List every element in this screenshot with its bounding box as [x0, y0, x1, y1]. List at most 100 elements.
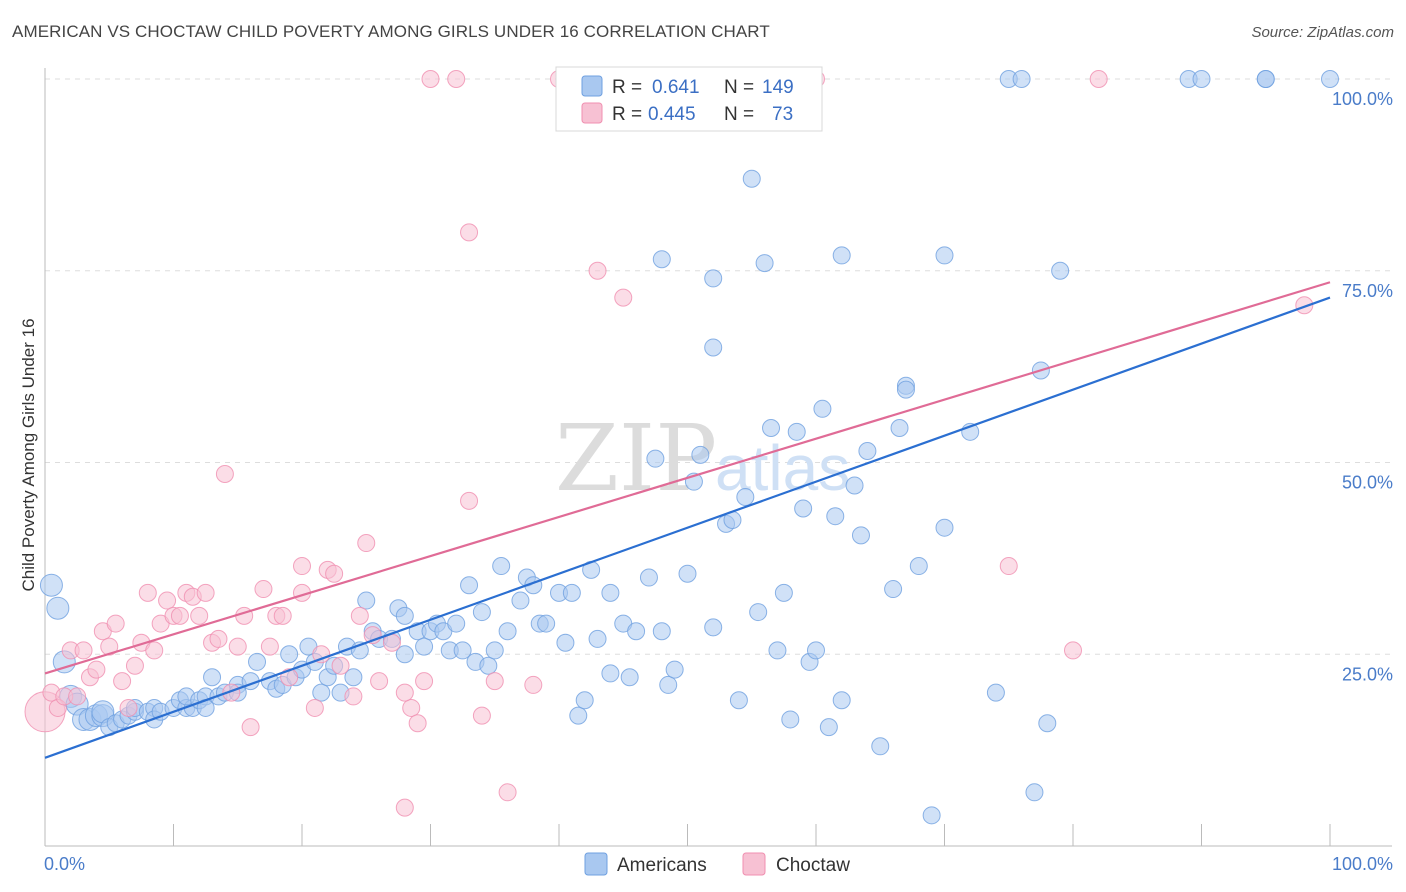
americans-swatch [581, 75, 603, 97]
americans-point [832, 246, 851, 265]
americans-point [248, 652, 267, 671]
americans-point [890, 418, 909, 437]
americans-point [556, 633, 575, 652]
americans-point [646, 449, 665, 468]
americans-point [851, 526, 870, 545]
choctaw-r-label: R = [612, 104, 642, 125]
americans-point [588, 629, 607, 648]
legend-americans-label: Americans [617, 855, 707, 876]
americans-point [1321, 70, 1339, 88]
choctaw-point [254, 580, 273, 599]
americans-point [826, 507, 845, 526]
choctaw-n-label: N = [724, 104, 754, 125]
choctaw-trend-line [44, 281, 1331, 675]
choctaw-points [24, 70, 1314, 817]
americans-point [781, 710, 800, 729]
americans-point [1192, 70, 1211, 88]
americans-point [46, 596, 70, 620]
americans-point [742, 169, 761, 188]
choctaw-point [331, 656, 350, 675]
y-tick-label-75: 75.0% [1342, 281, 1393, 301]
y-tick-label-50: 50.0% [1342, 473, 1393, 493]
choctaw-point [485, 672, 504, 691]
americans-point [794, 499, 813, 518]
grid-lines [45, 78, 1392, 655]
choctaw-point [158, 591, 177, 610]
choctaw-point [370, 672, 389, 691]
choctaw-point [215, 465, 234, 484]
americans-point [415, 637, 434, 656]
series-legend: Americans Choctaw [584, 852, 850, 876]
choctaw-point [228, 637, 247, 656]
americans-point [986, 683, 1005, 702]
choctaw-point [460, 491, 479, 510]
americans-point [729, 691, 748, 710]
legend-choctaw-label: Choctaw [776, 855, 850, 876]
choctaw-point [100, 637, 119, 656]
americans-point [935, 518, 954, 537]
americans-point [1038, 714, 1057, 733]
americans-point [652, 622, 671, 641]
americans-point [774, 583, 793, 602]
choctaw-point [447, 70, 466, 88]
americans-point [460, 576, 479, 595]
choctaw-point [344, 687, 363, 706]
americans-point [659, 675, 678, 694]
americans-point [749, 603, 768, 622]
americans-point [736, 488, 755, 507]
choctaw-point [357, 534, 376, 553]
americans-point [601, 664, 620, 683]
americans-point [807, 641, 825, 660]
americans-n-label: N = [724, 77, 754, 98]
americans-point [620, 668, 639, 687]
choctaw-point [305, 698, 324, 717]
americans-point [691, 445, 710, 464]
choctaw-point [138, 583, 157, 602]
choctaw-point [1064, 641, 1082, 660]
choctaw-point [74, 641, 93, 660]
choctaw-point [524, 675, 543, 694]
legend-americans-swatch [584, 852, 608, 876]
americans-point [819, 718, 838, 737]
stats-legend: R = 0.641 N = 149 R = 0.445 N = 73 [555, 66, 823, 132]
legend-choctaw-swatch [742, 852, 766, 876]
choctaw-point [325, 564, 344, 583]
americans-point [768, 641, 787, 660]
choctaw-point [498, 783, 517, 802]
americans-point [922, 806, 941, 825]
americans-point [704, 269, 723, 288]
americans-point [601, 583, 620, 602]
choctaw-point [460, 223, 479, 242]
choctaw-point [999, 557, 1018, 576]
choctaw-point [196, 583, 215, 602]
y-tick-labels: 25.0% 50.0% 75.0% 100.0% [1332, 89, 1393, 684]
americans-point [1012, 70, 1031, 88]
choctaw-point [350, 606, 369, 625]
americans-point [472, 603, 491, 622]
americans-n-value: 149 [762, 77, 794, 98]
choctaw-point [260, 637, 279, 656]
americans-point [447, 614, 466, 633]
americans-point [832, 691, 851, 710]
americans-point [344, 668, 363, 687]
choctaw-point [395, 798, 414, 817]
x-tick-label-min: 0.0% [44, 854, 85, 874]
choctaw-point [190, 606, 209, 625]
americans-point [678, 564, 697, 583]
choctaw-point [87, 660, 106, 679]
choctaw-point [145, 641, 164, 660]
americans-point [787, 422, 806, 441]
choctaw-point [421, 70, 440, 88]
americans-point [511, 591, 530, 610]
choctaw-n-value: 73 [772, 104, 793, 125]
americans-point [858, 441, 877, 460]
choctaw-point [408, 714, 427, 733]
y-tick-label-25: 25.0% [1342, 664, 1393, 684]
choctaw-point [106, 614, 125, 633]
choctaw-point [125, 656, 144, 675]
americans-point [312, 683, 331, 702]
americans-point [871, 737, 890, 756]
americans-point [1051, 261, 1070, 280]
choctaw-r-value: 0.445 [648, 104, 696, 125]
americans-point [479, 656, 498, 675]
